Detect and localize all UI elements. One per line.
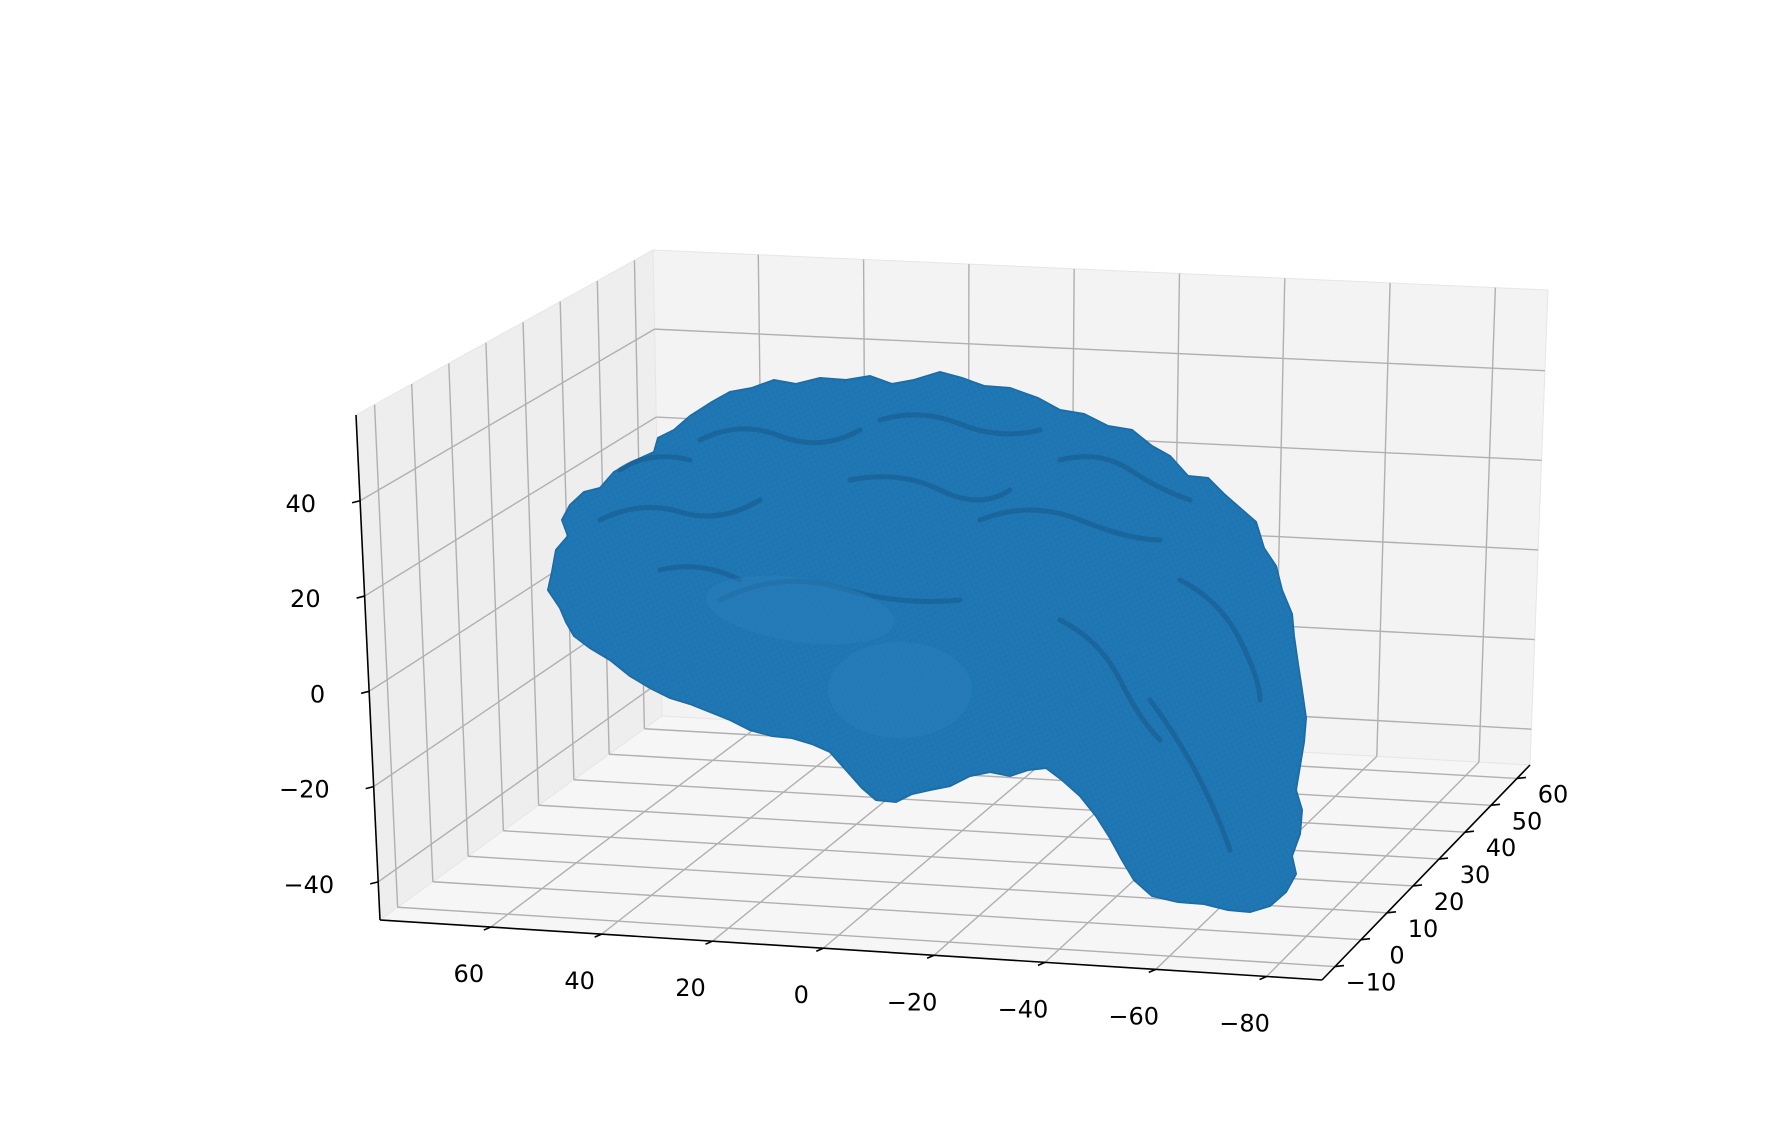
z-axis-line <box>355 414 381 921</box>
surface-medial-region <box>828 642 972 738</box>
y-tick-label: 10 <box>1408 915 1439 943</box>
surface-fold <box>847 474 1013 503</box>
brain-surface-mesh-texture <box>548 372 1306 912</box>
grid-line-y <box>397 906 1336 968</box>
x-tick-label: −40 <box>998 995 1049 1023</box>
x-tick <box>1037 961 1046 967</box>
grid-line-z <box>364 416 657 597</box>
x-tick-label: 40 <box>564 967 595 995</box>
y-tick <box>1386 911 1397 914</box>
grid-line-y <box>522 322 540 806</box>
surface-fold <box>617 454 693 473</box>
surface-fold <box>657 564 743 583</box>
grid-line-y <box>485 342 505 831</box>
surface-fold <box>697 426 863 446</box>
x-tick <box>594 933 602 938</box>
tick-marks <box>351 499 1527 981</box>
z-tick <box>351 499 361 504</box>
x-tick <box>926 954 935 960</box>
tick-labels: 60 40 20 0 −20 −40 −60 −80−100102030405060−40−2… <box>279 490 1568 1038</box>
surface-medial-region <box>705 575 895 645</box>
grid-line-x <box>601 726 867 935</box>
x-tick-label: −60 <box>1108 1002 1159 1030</box>
grid-line-y <box>432 881 1362 941</box>
y-tick-label: 0 <box>1389 942 1404 970</box>
y-tick <box>1490 803 1501 807</box>
x-tick-label: 0 <box>794 981 809 1009</box>
z-tick <box>369 881 379 885</box>
grid-line-y <box>609 753 1492 807</box>
x-tick-label: −20 <box>887 988 938 1016</box>
z-tick <box>365 785 374 790</box>
surface-fold <box>1057 454 1193 503</box>
y-tick-label: −10 <box>1346 969 1397 997</box>
x-tick-label: −80 <box>1219 1009 1270 1037</box>
y-tick <box>1438 857 1449 860</box>
x-tick <box>483 926 492 931</box>
grid-line-z <box>654 328 1545 372</box>
z-tick <box>356 595 365 599</box>
brain-surface-mesh <box>546 370 1308 914</box>
z-tick-label: 40 <box>286 490 317 518</box>
x-tick <box>1259 975 1267 981</box>
x-axis-line <box>379 919 1323 981</box>
y-tick <box>1464 830 1475 833</box>
x-tick <box>815 947 824 952</box>
surface-fold <box>1147 697 1233 853</box>
grid-line-y <box>448 363 469 857</box>
z-tick-label: 0 <box>310 680 325 708</box>
x-tick-label: 60 <box>454 960 485 988</box>
grid-line-y <box>410 384 434 882</box>
grid-line-z <box>359 328 655 502</box>
z-tick-label: 20 <box>290 585 321 613</box>
y-tick-label: 30 <box>1460 861 1491 889</box>
surface-fold <box>877 412 1043 437</box>
z-tick-label: −40 <box>284 871 335 899</box>
surface-fold <box>1057 617 1163 743</box>
y-tick-label: 60 <box>1538 780 1569 808</box>
z-tick-label: −20 <box>279 776 330 804</box>
y-tick-label: 20 <box>1434 888 1465 916</box>
y-tick <box>1516 776 1527 780</box>
surface-fold <box>597 497 763 523</box>
z-tick <box>360 690 370 695</box>
grid-line-x <box>822 738 1071 949</box>
y-tick <box>1334 964 1345 968</box>
grid-line-x <box>490 721 765 928</box>
y-tick <box>1412 884 1423 887</box>
x-tick-label: 20 <box>675 974 706 1002</box>
grid-line-y <box>373 404 399 908</box>
x-tick <box>705 940 713 945</box>
grid-line-x <box>1266 761 1480 977</box>
grid-line-y <box>573 779 1466 833</box>
surface-fold <box>1177 577 1263 703</box>
axis-lines <box>355 414 1531 981</box>
y-tick-label: 40 <box>1486 834 1517 862</box>
grid-line-x <box>1478 287 1497 763</box>
x-tick <box>1148 968 1157 974</box>
grid-line-x <box>1376 282 1391 757</box>
y-axis-line <box>1321 764 1531 981</box>
y-tick-label: 50 <box>1512 807 1543 835</box>
surface-fold <box>977 507 1163 543</box>
grid-line-z <box>377 680 662 883</box>
y-tick <box>1360 937 1371 941</box>
